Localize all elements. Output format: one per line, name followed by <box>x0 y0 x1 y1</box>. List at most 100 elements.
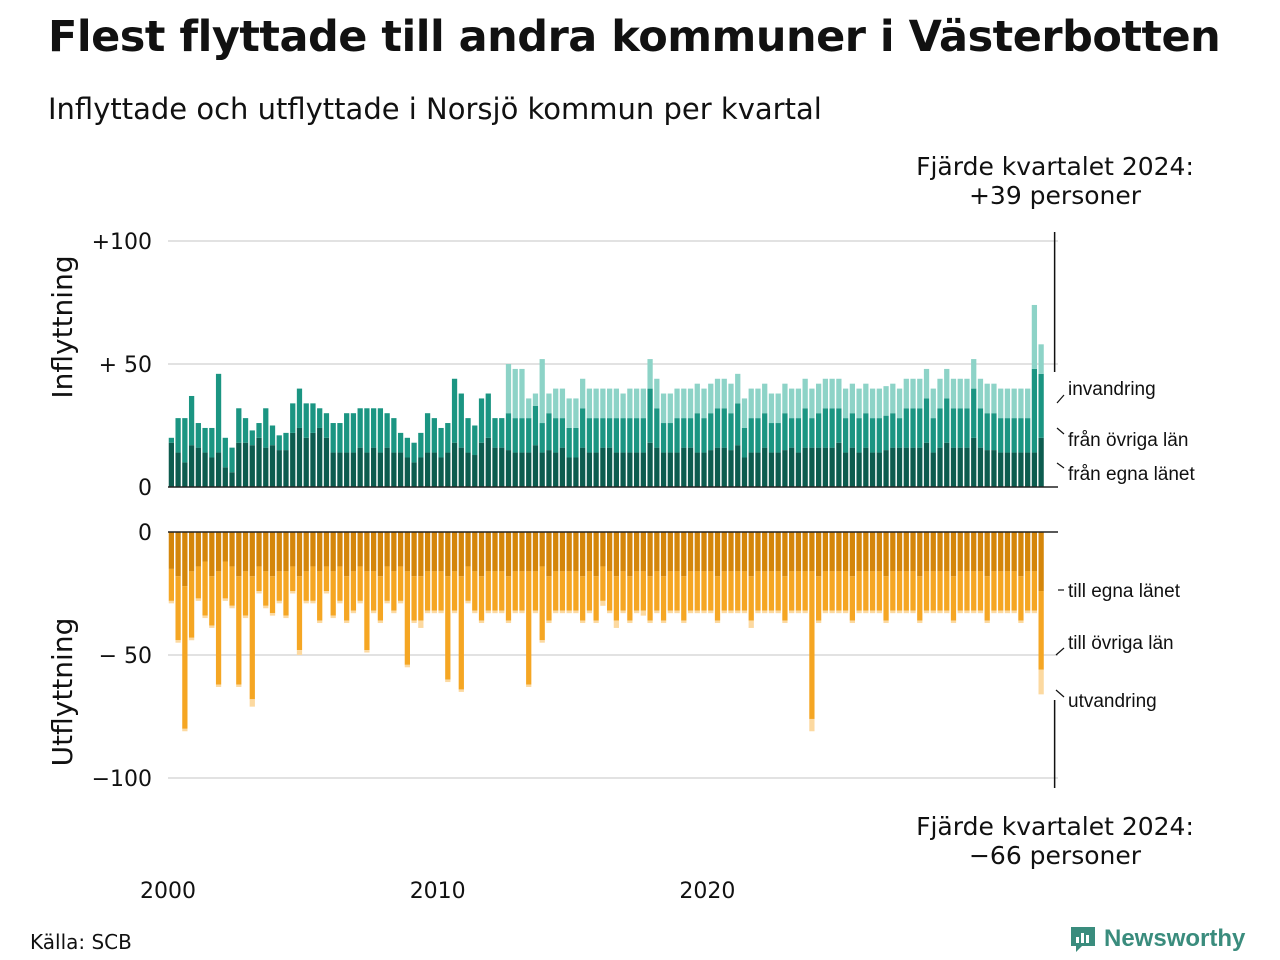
series-label-fran-egna-lanet: från egna länet <box>1068 464 1195 485</box>
bar-inflow-other <box>539 423 545 453</box>
bar-outflow-other <box>465 566 471 601</box>
bar-outflow-own <box>296 532 303 577</box>
bar-outflow-emigration <box>890 610 896 614</box>
bar-inflow-immigration <box>748 388 754 419</box>
bar-outflow-other <box>249 576 255 700</box>
bar-outflow-emigration <box>168 600 174 604</box>
bar-outflow-emigration <box>903 610 909 614</box>
bar-inflow-immigration <box>977 378 984 409</box>
bar-outflow-own <box>944 532 950 572</box>
bar-inflow-immigration <box>998 388 1004 419</box>
bar-outflow-own <box>586 532 593 572</box>
bar-outflow-emigration <box>1018 620 1024 624</box>
bar-inflow-immigration <box>957 378 963 409</box>
bar-inflow-immigration <box>627 388 633 419</box>
bar-outflow-other <box>694 571 700 611</box>
bar-outflow-other <box>397 566 404 601</box>
bar-outflow-own <box>566 532 572 572</box>
bar-inflow-other <box>816 413 822 448</box>
bar-outflow-other <box>930 571 936 611</box>
bar-inflow-own <box>816 447 822 487</box>
bar-outflow-emigration <box>809 718 815 732</box>
bar-outflow-emigration <box>856 610 862 614</box>
bar-outflow-own <box>242 532 249 572</box>
bar-outflow-other <box>182 586 188 729</box>
bar-inflow-immigration <box>984 383 990 414</box>
bar-inflow-other <box>896 418 903 448</box>
bar-outflow-emigration <box>249 699 255 707</box>
bar-outflow-own <box>478 532 485 577</box>
bar-inflow-other <box>188 395 195 446</box>
bar-outflow-emigration <box>687 610 694 614</box>
bar-outflow-own <box>330 532 336 572</box>
bar-inflow-other <box>256 423 262 438</box>
bar-outflow-other <box>768 571 775 611</box>
bar-inflow-other <box>586 418 593 453</box>
bar-outflow-other <box>735 571 741 611</box>
bar-inflow-other <box>290 403 296 433</box>
bar-outflow-other <box>451 571 458 611</box>
bar-inflow-own <box>215 452 222 487</box>
bar-outflow-emigration <box>465 600 471 604</box>
bar-outflow-own <box>215 532 222 572</box>
bar-inflow-other <box>168 437 174 443</box>
bar-outflow-other <box>728 571 734 611</box>
bar-inflow-immigration <box>917 378 923 409</box>
bar-inflow-other <box>411 442 417 463</box>
bar-outflow-own <box>789 532 795 572</box>
bar-inflow-other <box>917 408 923 448</box>
bar-outflow-other <box>802 571 808 611</box>
bar-outflow-other <box>337 566 343 601</box>
bar-inflow-other <box>397 432 404 453</box>
bar-outflow-own <box>1031 532 1038 572</box>
bar-inflow-other <box>971 388 977 438</box>
bar-inflow-other <box>236 408 242 443</box>
bar-inflow-own <box>896 447 903 487</box>
bar-outflow-emigration <box>762 610 768 614</box>
bar-outflow-other <box>795 571 802 611</box>
bar-outflow-other <box>674 571 680 611</box>
bar-inflow-own <box>566 457 572 487</box>
bar-inflow-own <box>391 452 397 487</box>
bar-outflow-other <box>580 576 586 621</box>
bar-inflow-own <box>640 452 646 487</box>
bar-inflow-immigration <box>1011 388 1017 419</box>
leader-line <box>1055 689 1065 698</box>
bar-inflow-other <box>708 413 714 451</box>
bar-outflow-emigration <box>263 605 269 609</box>
bar-inflow-own <box>627 452 633 487</box>
bar-outflow-own <box>580 532 586 577</box>
bar-outflow-other <box>654 571 660 611</box>
bar-inflow-own <box>863 447 869 487</box>
bar-outflow-other <box>836 571 842 611</box>
bar-inflow-own <box>957 447 963 487</box>
bar-inflow-immigration <box>1004 388 1011 419</box>
bar-outflow-emigration <box>795 610 802 614</box>
bar-inflow-own <box>1025 452 1031 487</box>
bar-inflow-own <box>586 452 593 487</box>
bar-inflow-other <box>600 418 606 448</box>
bar-inflow-other <box>357 408 363 448</box>
bar-inflow-other <box>660 423 667 453</box>
bar-inflow-other <box>532 405 539 446</box>
annotation-top-value: +39 personer <box>969 181 1142 210</box>
bar-inflow-immigration <box>593 388 599 419</box>
bar-inflow-own <box>748 452 754 487</box>
bar-inflow-other <box>721 408 727 448</box>
bar-outflow-other <box>977 571 984 611</box>
bar-outflow-own <box>640 532 646 572</box>
bar-inflow-own <box>384 447 390 487</box>
bar-outflow-own <box>438 532 444 572</box>
bar-outflow-other <box>485 571 491 611</box>
bar-outflow-emigration <box>694 610 700 614</box>
bar-outflow-emigration <box>337 600 343 604</box>
bar-inflow-other <box>869 418 876 453</box>
bar-outflow-emigration <box>290 591 296 594</box>
bar-inflow-immigration <box>768 393 775 424</box>
bar-outflow-own <box>175 532 181 577</box>
bar-outflow-own <box>404 532 410 572</box>
y-tick-label: 0 <box>138 521 152 546</box>
bar-inflow-other <box>512 418 518 453</box>
bar-outflow-other <box>910 571 916 611</box>
